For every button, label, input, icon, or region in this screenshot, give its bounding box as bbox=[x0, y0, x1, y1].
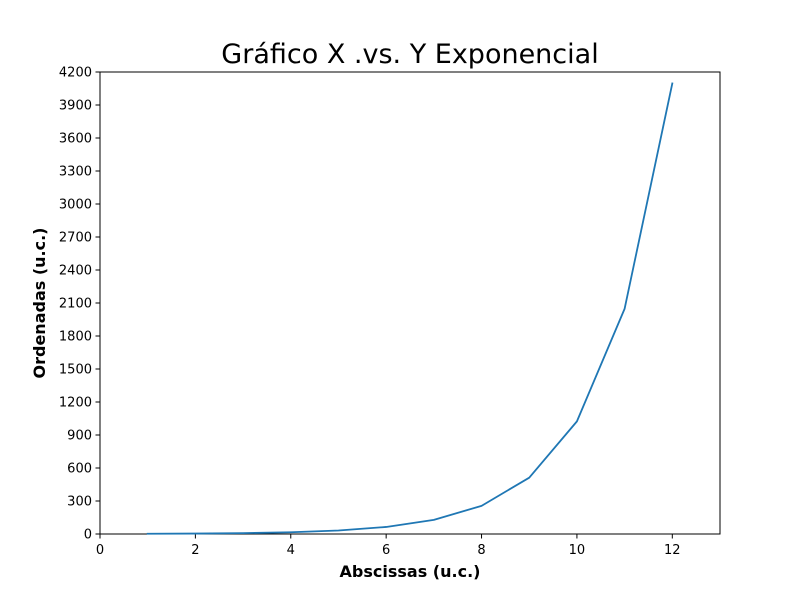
y-tick-label: 2400 bbox=[59, 264, 92, 279]
y-tick-label: 3300 bbox=[59, 165, 92, 180]
x-tick-label: 2 bbox=[191, 543, 199, 558]
chart-title: Gráfico X .vs. Y Exponencial bbox=[221, 39, 598, 70]
y-tick-label: 300 bbox=[67, 495, 92, 510]
y-tick-label: 1200 bbox=[59, 396, 92, 411]
x-tick-label: 8 bbox=[477, 543, 485, 558]
y-tick-label: 3900 bbox=[59, 99, 92, 114]
x-tick-label: 0 bbox=[96, 543, 104, 558]
x-tick-label: 4 bbox=[287, 543, 295, 558]
y-tick-label: 600 bbox=[67, 462, 92, 477]
x-tick-label: 12 bbox=[664, 543, 681, 558]
y-tick-label: 900 bbox=[67, 429, 92, 444]
x-tick-label: 10 bbox=[569, 543, 586, 558]
y-tick-label: 3600 bbox=[59, 132, 92, 147]
y-axis-title: Ordenadas (u.c.) bbox=[30, 228, 49, 379]
y-tick-label: 1500 bbox=[59, 363, 92, 378]
x-axis: 0 2 4 6 8 10 12 bbox=[96, 534, 681, 558]
series-line bbox=[146, 82, 674, 535]
y-tick-label: 3000 bbox=[59, 198, 92, 213]
x-tick-label: 6 bbox=[382, 543, 390, 558]
y-tick-label: 1800 bbox=[59, 330, 92, 345]
plot-frame bbox=[99, 71, 721, 535]
y-tick-label: 0 bbox=[84, 528, 92, 543]
y-tick-label: 2700 bbox=[59, 231, 92, 246]
x-axis-title: Abscissas (u.c.) bbox=[340, 562, 481, 581]
y-tick-label: 2100 bbox=[59, 297, 92, 312]
series-layer bbox=[146, 82, 674, 535]
plot-area bbox=[99, 71, 721, 535]
y-axis: 0 300 600 900 1200 1500 1800 2100 2400 2700 3000 33… bbox=[59, 66, 100, 543]
y-tick-label: 4200 bbox=[59, 66, 92, 81]
